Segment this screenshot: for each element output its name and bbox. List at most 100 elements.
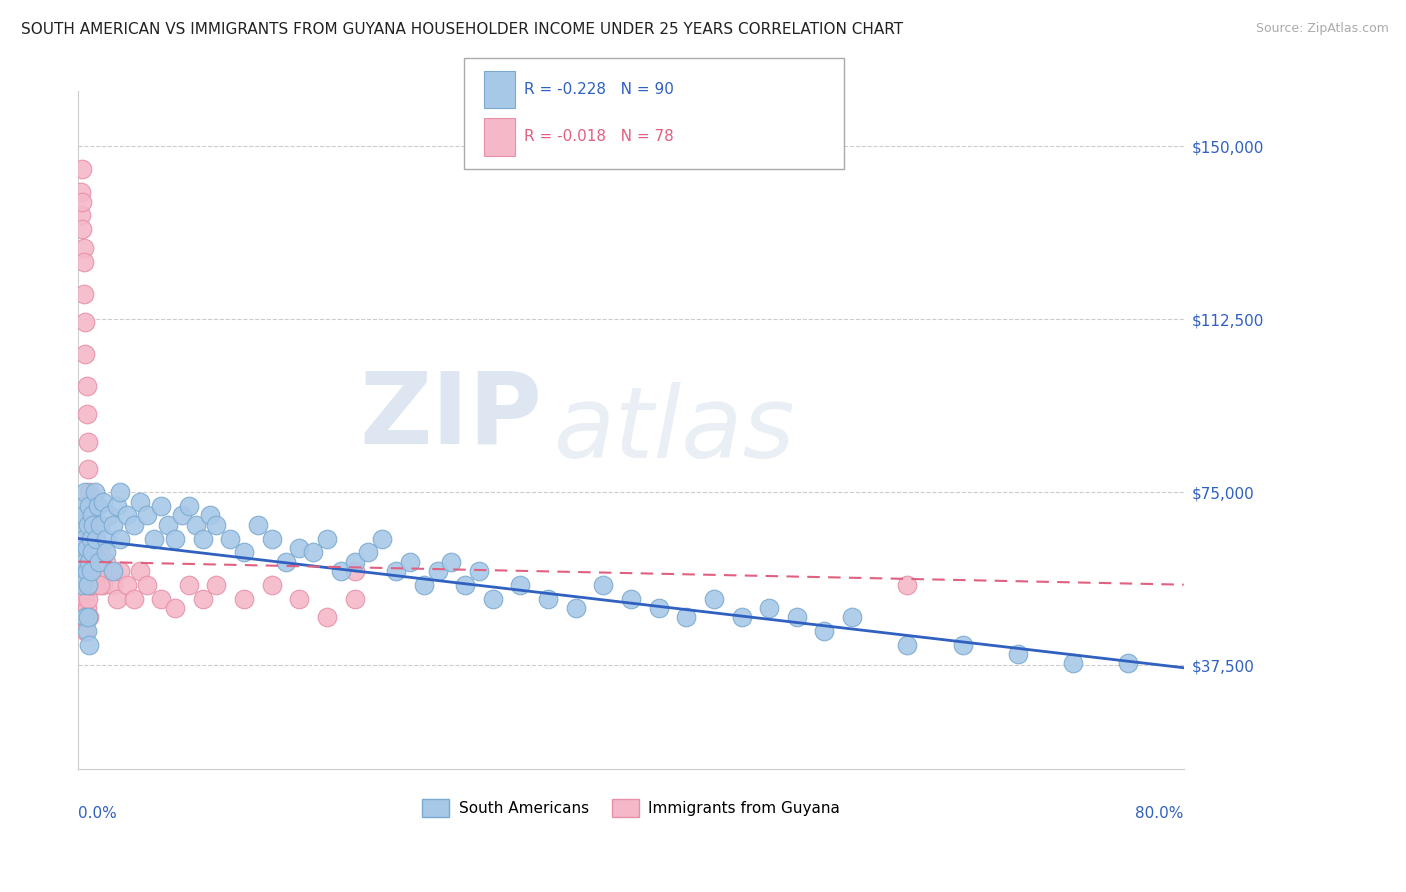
Point xyxy=(75,347,97,361)
Point xyxy=(385,564,408,578)
Point xyxy=(82,545,104,559)
Point xyxy=(70,564,93,578)
Point xyxy=(288,591,311,606)
Point xyxy=(191,532,214,546)
Text: R = -0.018   N = 78: R = -0.018 N = 78 xyxy=(524,128,675,144)
Point xyxy=(426,564,449,578)
Point xyxy=(77,434,100,449)
Point xyxy=(79,610,101,624)
Point xyxy=(94,555,117,569)
Point xyxy=(73,555,96,569)
Point xyxy=(329,564,352,578)
Point xyxy=(675,610,697,624)
Point xyxy=(75,315,97,329)
Point xyxy=(316,532,339,546)
Point xyxy=(537,591,560,606)
Point xyxy=(620,591,643,606)
Point xyxy=(703,591,725,606)
Point xyxy=(82,517,104,532)
Point xyxy=(69,545,91,559)
Point xyxy=(1007,647,1029,661)
Point xyxy=(115,508,138,523)
Point xyxy=(592,577,614,591)
Point xyxy=(70,517,93,532)
Point xyxy=(150,591,173,606)
Point xyxy=(80,541,103,555)
Point xyxy=(97,508,120,523)
Text: R = -0.228   N = 90: R = -0.228 N = 90 xyxy=(524,81,675,96)
Point xyxy=(233,545,256,559)
Point xyxy=(468,564,491,578)
Point xyxy=(77,532,100,546)
Point xyxy=(343,564,366,578)
Point xyxy=(758,600,780,615)
Point xyxy=(73,532,96,546)
Point xyxy=(69,600,91,615)
Text: Source: ZipAtlas.com: Source: ZipAtlas.com xyxy=(1256,22,1389,36)
Point xyxy=(75,564,97,578)
Point xyxy=(72,222,94,236)
Point xyxy=(79,485,101,500)
Point xyxy=(76,564,98,578)
Point xyxy=(72,194,94,209)
Point xyxy=(86,555,108,569)
Point xyxy=(79,577,101,591)
Text: 80.0%: 80.0% xyxy=(1136,806,1184,822)
Point xyxy=(70,555,93,569)
Point xyxy=(143,532,166,546)
Point xyxy=(101,517,124,532)
Point xyxy=(260,532,283,546)
Point xyxy=(83,555,105,569)
Point xyxy=(84,577,107,591)
Point xyxy=(87,564,110,578)
Point xyxy=(122,517,145,532)
Point xyxy=(129,564,152,578)
Point xyxy=(108,485,131,500)
Point xyxy=(198,508,221,523)
Point xyxy=(233,591,256,606)
Point xyxy=(288,541,311,555)
Point xyxy=(70,209,93,223)
Point xyxy=(76,624,98,638)
Point xyxy=(108,564,131,578)
Point xyxy=(76,577,98,591)
Point xyxy=(302,545,325,559)
Point xyxy=(75,532,97,546)
Point xyxy=(76,600,98,615)
Point xyxy=(73,241,96,255)
Point xyxy=(1118,656,1140,670)
Point xyxy=(205,517,228,532)
Point xyxy=(163,532,186,546)
Point xyxy=(412,577,434,591)
Point xyxy=(274,555,297,569)
Text: SOUTH AMERICAN VS IMMIGRANTS FROM GUYANA HOUSEHOLDER INCOME UNDER 25 YEARS CORRE: SOUTH AMERICAN VS IMMIGRANTS FROM GUYANA… xyxy=(21,22,903,37)
Point xyxy=(79,508,101,523)
Point xyxy=(75,485,97,500)
Point xyxy=(76,541,98,555)
Point xyxy=(129,494,152,508)
Point xyxy=(730,610,752,624)
Point xyxy=(564,600,586,615)
Point xyxy=(75,555,97,569)
Point xyxy=(72,577,94,591)
Point xyxy=(184,517,207,532)
Point xyxy=(97,564,120,578)
Point xyxy=(84,532,107,546)
Point xyxy=(440,555,463,569)
Point xyxy=(163,600,186,615)
Point xyxy=(177,577,200,591)
Point xyxy=(75,610,97,624)
Point xyxy=(89,517,111,532)
Point xyxy=(80,577,103,591)
Point xyxy=(260,577,283,591)
Point xyxy=(157,517,180,532)
Point xyxy=(87,555,110,569)
Point xyxy=(205,577,228,591)
Point xyxy=(77,591,100,606)
Point xyxy=(80,532,103,546)
Point xyxy=(76,545,98,559)
Point xyxy=(73,577,96,591)
Point xyxy=(70,610,93,624)
Point xyxy=(482,591,505,606)
Point xyxy=(454,577,477,591)
